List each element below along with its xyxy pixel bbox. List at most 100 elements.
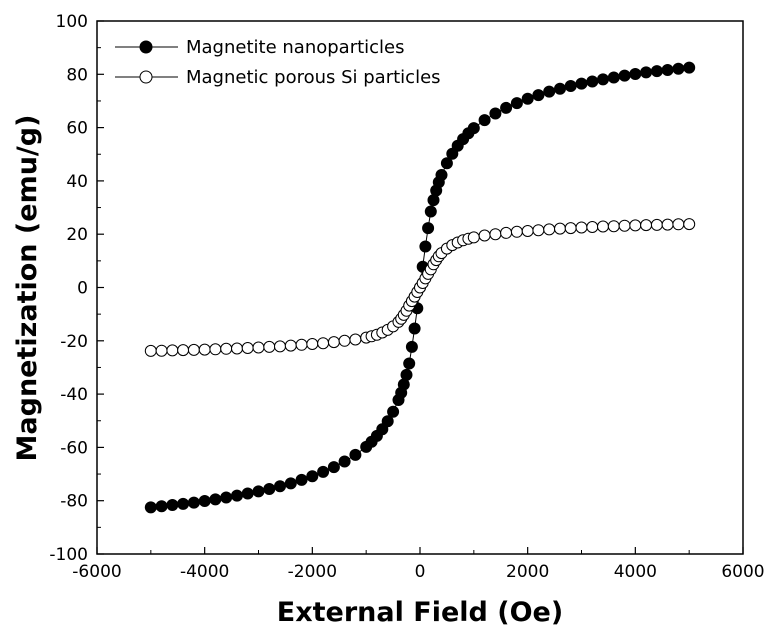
data-point [500,101,513,114]
y-tick-label: 80 [66,65,88,85]
data-point [209,343,222,356]
data-point [532,224,545,237]
data-point [241,487,254,500]
data-point [661,64,674,76]
data-point [618,69,631,82]
data-point [274,480,286,493]
legend-label-porous-si: Magnetic porous Si particles [186,67,441,88]
data-point [241,342,254,354]
data-point [317,465,330,478]
data-point [187,343,200,356]
data-point [327,461,340,474]
data-point [435,169,448,181]
data-point [478,229,491,242]
data-point [597,73,609,86]
data-point [209,493,222,506]
x-tick-label: 2000 [506,562,549,582]
legend-label-magnetite: Magnetite nanoparticles [186,37,405,58]
data-point [424,205,437,218]
data-point [263,483,276,495]
x-tick-label: -2000 [288,562,337,582]
data-point [231,342,243,355]
data-point [650,218,663,231]
data-point [387,405,400,418]
axis-tick-labels: -6000 -4000 -2000 0 2000 4000 6000 -100 -80 -60 -4… [49,12,764,582]
y-tick-label: -60 [60,438,88,458]
data-point [500,226,513,239]
data-point [187,496,200,509]
data-point [597,220,609,233]
data-point [252,341,265,354]
data-point [564,80,577,92]
data-point [274,340,286,353]
data-point [650,65,663,78]
data-point [306,470,319,483]
data-point [306,338,319,350]
y-tick-label: -100 [49,545,88,565]
data-point [252,485,265,498]
data-point [166,499,179,511]
data-point [521,225,534,237]
data-point [155,344,168,357]
data-point [489,228,502,241]
data-point [327,336,340,349]
data-point [554,82,566,95]
data-point [683,61,696,74]
data-point [575,221,588,234]
data-point [586,75,599,88]
x-tick-label: 6000 [721,562,764,582]
data-point [144,501,157,514]
data-point [263,340,276,353]
x-tick-label: -4000 [180,562,229,582]
data-point [284,477,297,490]
series-layer [144,61,696,514]
y-tick-label: 60 [66,119,88,139]
data-point [575,77,588,90]
data-point [144,344,157,357]
data-point [543,223,556,236]
axis-ticks [96,20,744,555]
data-point [419,240,432,253]
data-point [543,85,556,98]
legend-marker-magnetite [139,40,153,54]
y-axis-title: Magnetization (emu/g) [12,115,43,462]
data-point [198,495,211,507]
data-point [661,218,674,231]
data-point [338,334,351,347]
data-point [629,68,642,80]
data-point [521,92,534,105]
data-point [640,219,653,232]
data-point [607,71,620,84]
data-point [284,339,297,352]
data-point [198,343,211,356]
data-point [422,222,435,235]
y-tick-label: -20 [60,332,88,352]
x-tick-label: 4000 [614,562,657,582]
y-tick-label: 0 [77,279,88,299]
legend-marker-porous-si [139,70,153,84]
legend: Magnetite nanoparticles Magnetic porous … [115,37,441,88]
data-point [295,473,308,486]
x-tick-label: -6000 [72,562,121,582]
data-point [510,97,523,110]
x-axis-title: External Field (Oe) [277,597,563,628]
y-tick-label: -80 [60,492,88,512]
y-tick-label: 20 [66,225,88,245]
data-point [478,114,491,127]
data-point [177,344,190,357]
data-point [381,415,394,428]
data-point [532,89,545,102]
x-tick-label: 0 [415,562,426,582]
data-point [295,338,308,351]
data-point [231,489,243,502]
series-2 [144,218,696,357]
data-point [629,219,642,232]
data-point [220,342,233,355]
data-point [400,368,413,381]
data-point [166,344,179,357]
data-point [338,455,351,468]
data-point [618,219,631,232]
y-tick-label: 40 [66,172,88,192]
data-point [640,66,653,79]
